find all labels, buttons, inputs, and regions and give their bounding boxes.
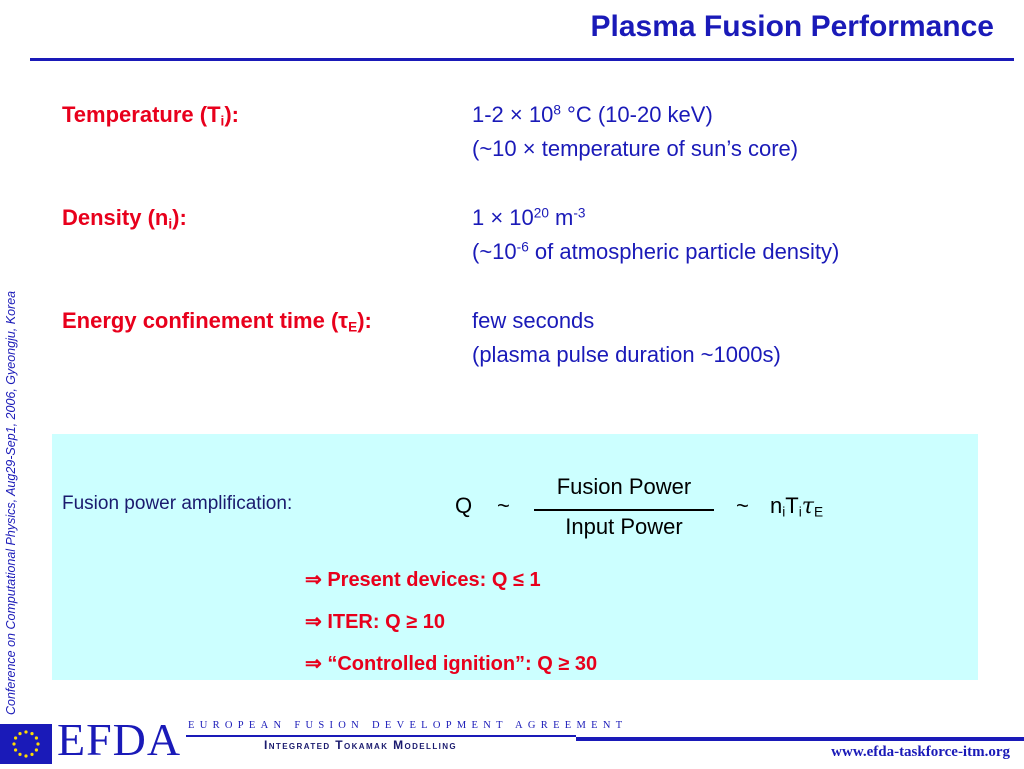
confinement-value: few seconds: [472, 308, 595, 333]
efda-logo: EFDA: [57, 714, 182, 765]
fraction-denominator: Input Power: [565, 514, 683, 539]
efda-full-name: EUROPEAN FUSION DEVELOPMENT AGREEMENT: [188, 720, 628, 731]
amplification-box: [52, 434, 978, 680]
temperature-value: 1-2 × 108 °C (10-20 keV): [472, 102, 713, 127]
rhs-expression: niTiτE: [770, 493, 824, 520]
density-note: (~10-6 of atmospheric particle density): [472, 239, 840, 264]
density-label: Density (ni):: [62, 205, 187, 232]
conference-side-text: Conference on Computational Physics, Aug…: [4, 290, 18, 715]
footer-divider-left: [186, 735, 576, 737]
footer-divider-right: [576, 737, 1024, 741]
amplification-label: Fusion power amplification:: [62, 493, 293, 514]
temperature-label: Temperature (Ti):: [62, 102, 239, 129]
result-ignition: ⇒ “Controlled ignition”: Q ≥ 30: [305, 653, 598, 675]
confinement-note: (plasma pulse duration ~1000s): [472, 342, 781, 367]
fraction-numerator: Fusion Power: [556, 474, 692, 499]
density-value: 1 × 1020 m-3: [472, 205, 586, 230]
eu-flag-icon: [0, 724, 52, 764]
slide-title: Plasma Fusion Performance: [590, 10, 994, 43]
project-name: Integrated Tokamak Modelling: [264, 738, 458, 752]
title-divider: [30, 58, 1014, 61]
website-link[interactable]: www.efda-taskforce-itm.org: [831, 744, 1010, 760]
tilde-right: ~: [736, 493, 749, 518]
temperature-note: (~10 × temperature of sun’s core): [472, 136, 799, 161]
tilde-left: ~: [497, 493, 510, 518]
confinement-label: Energy confinement time (τE):: [62, 308, 372, 335]
result-present-devices: ⇒ Present devices: Q ≤ 1: [305, 569, 541, 591]
fraction-bar: [534, 509, 714, 511]
result-iter: ⇒ ITER: Q ≥ 10: [305, 611, 445, 633]
q-symbol: Q: [455, 493, 473, 518]
